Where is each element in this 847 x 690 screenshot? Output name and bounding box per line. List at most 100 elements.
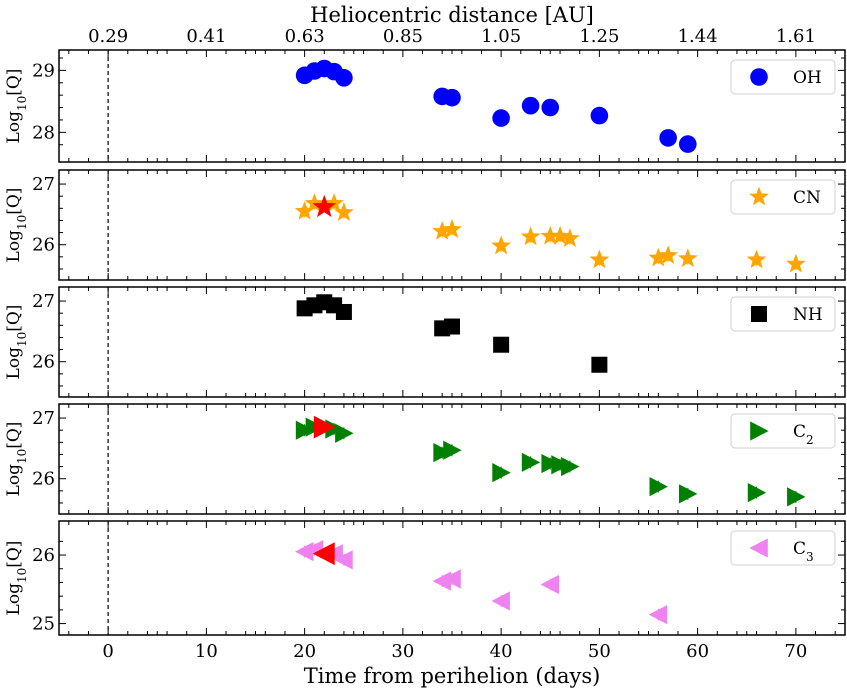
- panel-frame: [58, 286, 846, 398]
- data-point-cn: [491, 235, 512, 255]
- x-tick-label: 50: [588, 641, 611, 662]
- y-tick-label: 27: [32, 174, 55, 195]
- highlight-point-c2: [313, 415, 336, 439]
- data-point-cn: [746, 249, 767, 269]
- data-point-oh: [443, 88, 461, 107]
- legend-marker: [751, 306, 767, 322]
- data-point-c2: [679, 484, 698, 504]
- data-point-oh: [492, 109, 510, 127]
- data-point-oh: [679, 135, 697, 153]
- data-point-c3: [334, 550, 353, 570]
- legend-marker: [750, 68, 768, 86]
- top-tick-label: 1.44: [678, 26, 718, 47]
- highlight-point-cn: [312, 194, 337, 218]
- data-point-c2: [433, 443, 452, 463]
- data-point-nh: [335, 303, 352, 320]
- data-point-oh: [659, 129, 677, 147]
- data-point-cn: [550, 225, 570, 245]
- data-point-cn: [677, 248, 698, 268]
- legend-marker: [750, 421, 769, 441]
- legend-box: [730, 179, 836, 215]
- y-tick-label: 28: [32, 122, 55, 143]
- top-axis-title: Heliocentric distance [AU]: [310, 3, 594, 27]
- data-point-c3: [295, 542, 314, 562]
- data-point-c3: [648, 605, 668, 625]
- y-axis-label: Log10[Q]: [4, 422, 29, 497]
- x-tick-label: 10: [195, 641, 218, 662]
- y-tick-label: 26: [32, 235, 55, 256]
- data-point-c2: [787, 487, 806, 507]
- data-point-c2: [551, 455, 570, 475]
- x-tick-label: 70: [784, 641, 807, 662]
- top-axis: Heliocentric distance [AU] 0.29 0.41 0.63 0…: [88, 3, 816, 47]
- top-tick-label: 1.61: [776, 26, 816, 47]
- y-tick-label: 29: [32, 60, 55, 81]
- data-point-cn: [304, 193, 325, 212]
- data-point-cn: [442, 219, 462, 238]
- legend-box: [730, 530, 836, 566]
- bottom-axis: 0 10 20 30 40 50 60 70 Time from perihelion (da…: [102, 641, 807, 688]
- data-point-cn: [324, 193, 344, 212]
- data-point-nh: [493, 336, 510, 353]
- top-tick-label: 0.85: [383, 26, 423, 47]
- top-tick-label: 0.63: [285, 26, 325, 47]
- y-axis-label: Log10[Q]: [4, 305, 29, 380]
- y-tick-label: 26: [32, 352, 55, 373]
- data-point-cn: [560, 228, 580, 248]
- data-point-oh: [335, 69, 353, 87]
- legend-label: C2: [793, 422, 814, 447]
- x-tick-label: 0: [102, 641, 113, 662]
- data-point-cn: [540, 225, 561, 245]
- y-tick-label: 26: [32, 545, 55, 566]
- top-tick-label: 0.29: [88, 26, 128, 47]
- data-point-c3: [432, 571, 451, 591]
- legend-label: OH: [793, 68, 822, 88]
- x-tick-label: 40: [490, 641, 513, 662]
- y-tick-label: 25: [32, 614, 55, 635]
- top-tick-label: 1.05: [481, 26, 521, 47]
- data-point-c2: [649, 476, 668, 497]
- y-axis-label: Log10[Q]: [4, 69, 29, 144]
- data-point-c2: [541, 453, 560, 474]
- data-point-cn: [785, 253, 806, 273]
- y-axis-label: Log10[Q]: [4, 188, 29, 263]
- x-axis-title: Time from perihelion (days): [304, 664, 601, 688]
- data-point-cn: [432, 220, 453, 240]
- data-point-c2: [521, 452, 541, 472]
- data-point-c3: [540, 574, 560, 595]
- y-axis-label: Log10[Q]: [4, 541, 29, 616]
- data-point-c2: [492, 463, 511, 483]
- panel-frame: [58, 403, 846, 515]
- data-point-cn: [520, 226, 541, 246]
- top-tick-labels: 0.29 0.41 0.63 0.85 1.05 1.25 1.44 1.61: [88, 26, 816, 47]
- x-tick-label: 20: [293, 641, 316, 662]
- data-point-c2: [747, 483, 767, 503]
- data-point-cn: [658, 245, 679, 265]
- legend-marker: [749, 186, 769, 206]
- data-point-c2: [561, 456, 580, 477]
- data-point-nh: [444, 318, 460, 335]
- legend-label: NH: [793, 305, 823, 325]
- legend-label: CN: [793, 188, 821, 208]
- top-tick-label: 0.41: [186, 26, 226, 47]
- data-point-nh: [591, 356, 608, 373]
- data-point-oh: [521, 96, 540, 115]
- y-tick-label: 27: [32, 291, 55, 312]
- y-tick-label: 27: [32, 408, 55, 429]
- data-point-c2: [295, 420, 315, 440]
- bottom-tick-labels: 0 10 20 30 40 50 60 70: [102, 641, 807, 662]
- data-point-oh: [541, 98, 560, 117]
- data-point-c2: [335, 423, 354, 443]
- data-point-c3: [491, 591, 510, 611]
- legend-label: C3: [793, 539, 814, 564]
- data-point-oh: [590, 106, 609, 125]
- data-point-c2: [443, 440, 462, 460]
- data-point-c3: [442, 569, 461, 589]
- x-tick-label: 60: [686, 641, 709, 662]
